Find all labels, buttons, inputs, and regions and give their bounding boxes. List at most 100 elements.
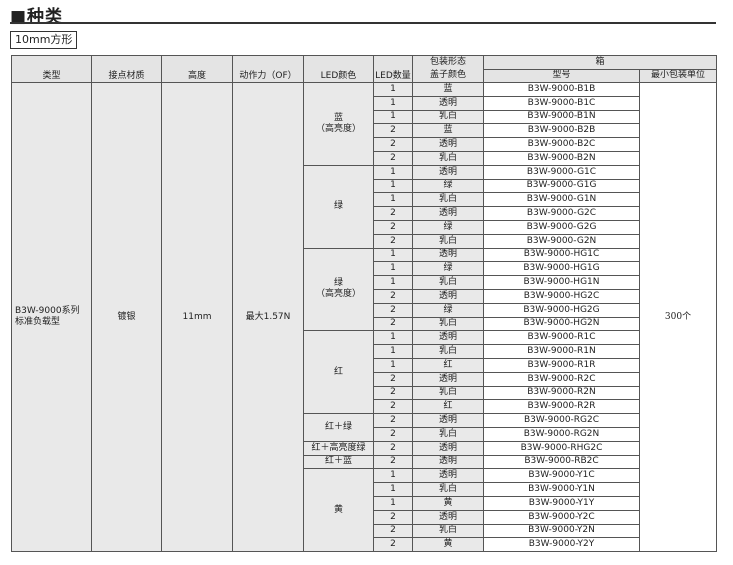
table-row: 2 绿 B3W-9000-HG2G	[12, 302, 717, 318]
cap-color-cell: 透明	[412, 509, 484, 525]
cap-color-cell: 乳白	[412, 233, 484, 249]
led-count-cell: 1	[373, 192, 413, 208]
cap-color-cell: 透明	[412, 454, 484, 470]
cap-color-cell: 乳白	[412, 109, 484, 125]
product-table: 类型 接点材质 高度 动作力（OF） LED颜色 LED数量 包装形态 箱 盖子…	[11, 55, 718, 553]
cap-color-cell: 透明	[412, 247, 484, 263]
led-color-cell: 绿	[303, 164, 374, 249]
cap-color-cell: 黄	[412, 537, 484, 553]
header-package: 包装形态	[412, 55, 484, 69]
cap-color-cell: 乳白	[412, 523, 484, 539]
cap-color-cell: 透明	[412, 164, 484, 180]
led-color-cell: 蓝（高亮度）	[303, 82, 374, 166]
table-row: B3W-9000系列 标准负载型 镀银 11mm 最大1.57N 蓝（高亮度） 1 蓝 B3W-…	[11, 81, 718, 553]
min-unit-cell: 300个	[638, 81, 718, 553]
led-count-cell: 1	[373, 275, 413, 290]
cap-color-cell: 乳白	[412, 385, 484, 401]
model-cell: B3W-9000-G2N	[483, 233, 640, 249]
led-count-cell: 2	[373, 233, 413, 249]
model-cell: B3W-9000-Y2N	[483, 523, 640, 539]
table-row: 2 蓝 B3W-9000-B2B	[12, 123, 717, 139]
led-count-cell: 1	[373, 261, 413, 277]
cap-color-cell: 乳白	[412, 275, 484, 290]
led-color-cell: 红＋高亮度绿	[303, 440, 374, 456]
table-row: 1 绿 B3W-9000-G1G	[12, 178, 717, 194]
led-count-cell: 2	[373, 385, 413, 401]
table-row: 2 透明 B3W-9000-Y2C	[12, 509, 717, 525]
led-count-cell: 1	[373, 109, 413, 125]
model-cell: B3W-9000-G1N	[483, 192, 640, 208]
model-cell: B3W-9000-HG2C	[483, 288, 640, 304]
led-count-cell: 2	[373, 137, 413, 152]
led-count-cell: 2	[373, 537, 413, 553]
cap-color-cell: 乳白	[412, 150, 484, 166]
model-cell: B3W-9000-R2R	[483, 399, 640, 415]
cap-color-cell: 透明	[412, 371, 484, 387]
led-count-cell: 2	[373, 399, 413, 415]
model-cell: B3W-9000-Y1N	[483, 482, 640, 497]
model-cell: B3W-9000-Y1Y	[483, 495, 640, 511]
model-cell: B3W-9000-B2N	[483, 150, 640, 166]
led-count-cell: 2	[373, 219, 413, 235]
led-color-cell: 绿（高亮度）	[303, 247, 374, 332]
cap-color-cell: 透明	[412, 330, 484, 346]
led-count-cell: 1	[373, 344, 413, 359]
header-min-unit: 最小包装单位	[638, 68, 718, 83]
cap-color-cell: 透明	[412, 137, 484, 152]
header-height: 高度	[161, 55, 233, 83]
led-color-cell: 黄	[303, 468, 374, 553]
led-count-cell: 1	[373, 82, 413, 97]
led-count-cell: 1	[373, 330, 413, 346]
led-count-cell: 2	[373, 206, 413, 221]
table-row: 2 乳白 B3W-9000-G2N	[12, 233, 717, 249]
led-count-cell: 1	[373, 482, 413, 497]
cap-color-cell: 绿	[412, 261, 484, 277]
table-row: 红＋绿 2 透明 B3W-9000-RG2C	[12, 413, 717, 442]
led-count-cell: 2	[373, 440, 413, 456]
led-count-cell: 2	[373, 371, 413, 387]
table-row: 2 透明 B3W-9000-B2C	[12, 137, 717, 152]
led-count-cell: 1	[373, 495, 413, 511]
cap-color-cell: 透明	[412, 468, 484, 484]
title-divider	[10, 22, 716, 24]
cap-color-cell: 透明	[412, 288, 484, 304]
cap-color-cell: 透明	[412, 206, 484, 221]
led-count-cell: 2	[373, 316, 413, 332]
model-cell: B3W-9000-RG2N	[483, 426, 640, 442]
led-count-cell: 2	[373, 288, 413, 304]
table-row: 2 乳白 B3W-9000-B2N	[12, 150, 717, 166]
cap-color-cell: 乳白	[412, 482, 484, 497]
cap-color-cell: 蓝	[412, 123, 484, 139]
led-count-cell: 1	[373, 95, 413, 111]
model-cell: B3W-9000-R1N	[483, 344, 640, 359]
header-contact: 接点材质	[91, 55, 162, 83]
header-cap-color: 盖子颜色	[412, 69, 484, 83]
model-cell: B3W-9000-Y2Y	[483, 537, 640, 553]
cap-color-cell: 透明	[412, 440, 484, 456]
cap-color-cell: 透明	[412, 413, 484, 428]
height-cell: 11mm	[161, 81, 233, 553]
table-row: 红＋蓝 2 透明 B3W-9000-RB2C	[12, 454, 717, 470]
type-cell: B3W-9000系列 标准负载型	[11, 81, 92, 553]
cap-color-cell: 蓝	[412, 82, 484, 97]
size-label: 10mm方形	[10, 31, 78, 49]
led-color-cell: 红＋绿	[303, 413, 374, 442]
led-count-cell: 1	[373, 178, 413, 194]
model-cell: B3W-9000-HG2G	[483, 302, 640, 318]
model-cell: B3W-9000-HG1C	[483, 247, 640, 263]
table-row: 1 乳白 B3W-9000-B1N	[12, 109, 717, 125]
model-cell: B3W-9000-HG1N	[483, 275, 640, 290]
cap-color-cell: 绿	[412, 302, 484, 318]
cap-color-cell: 乳白	[412, 192, 484, 208]
led-count-cell: 2	[373, 150, 413, 166]
header-led-color: LED颜色	[303, 55, 374, 83]
force-cell: 最大1.57N	[232, 81, 304, 553]
contact-cell: 镀银	[91, 81, 162, 553]
table-row: 2 透明 B3W-9000-G2C	[12, 206, 717, 221]
model-cell: B3W-9000-B2B	[483, 123, 640, 139]
table-row: 黄 1 透明 B3W-9000-Y1C	[12, 468, 717, 553]
cap-color-cell: 乳白	[412, 316, 484, 332]
model-cell: B3W-9000-RB2C	[483, 454, 640, 470]
led-count-cell: 2	[373, 509, 413, 525]
cap-color-cell: 黄	[412, 495, 484, 511]
